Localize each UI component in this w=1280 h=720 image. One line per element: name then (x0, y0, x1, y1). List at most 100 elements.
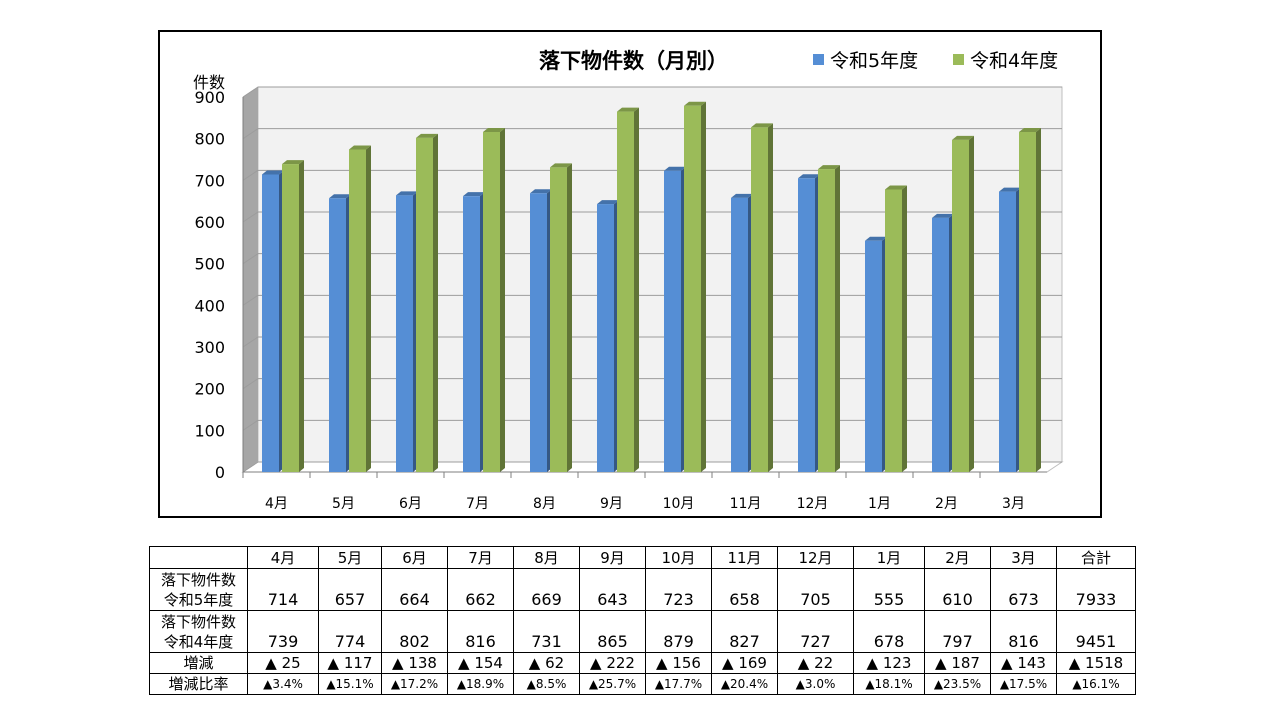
table-cell: 802 (381, 610, 448, 653)
table-column-header: 6月 (381, 546, 448, 569)
chart-frame: 0 100 200 300 400 500 600 700 800 900 4月 5月 6月 7月 8月 9… (158, 30, 1102, 518)
bar-reiwa5 (731, 193, 753, 473)
table-column-header: 11月 (711, 546, 778, 569)
table-cell: ▲ 117 (318, 652, 382, 674)
table-cell: ▲17.7% (645, 673, 712, 695)
x-category-label: 4月 (265, 496, 288, 512)
table-corner-cell (149, 546, 248, 569)
bar-reiwa5 (597, 200, 619, 473)
bar-reiwa5 (262, 170, 284, 472)
table-cell: 669 (513, 568, 580, 611)
table-column-header: 合計 (1056, 546, 1136, 569)
table-column-header: 1月 (853, 546, 925, 569)
bar-reiwa5 (329, 194, 351, 472)
row-label-line: 落下物件数 (160, 570, 236, 589)
y-tick-label: 400 (194, 296, 225, 315)
y-tick-label: 100 (194, 421, 225, 440)
x-category-label: 12月 (797, 496, 829, 512)
bar-reiwa5 (664, 166, 686, 472)
table-cell: 662 (447, 568, 514, 611)
table-column-header: 3月 (990, 546, 1057, 569)
bar-reiwa5 (865, 236, 887, 472)
table-cell: 739 (247, 610, 319, 653)
table-cell: ▲ 1518 (1056, 652, 1136, 674)
table-cell: ▲3.4% (247, 673, 319, 695)
x-category-label: 8月 (533, 496, 556, 512)
table-column-header: 9月 (579, 546, 646, 569)
table-cell: 705 (777, 568, 854, 611)
y-tick-label: 700 (194, 171, 225, 190)
table-cell: 9451 (1056, 610, 1136, 653)
x-category-label: 7月 (466, 496, 489, 512)
table-cell: 816 (447, 610, 514, 653)
table-cell: ▲17.5% (990, 673, 1057, 695)
table-cell: 727 (777, 610, 854, 653)
table-cell: 879 (645, 610, 712, 653)
x-category-label: 3月 (1002, 496, 1025, 512)
bar-reiwa5 (530, 189, 552, 472)
table-column-header: 4月 (247, 546, 319, 569)
bar-reiwa5 (463, 192, 485, 472)
x-category-label: 10月 (663, 496, 695, 512)
table-cell: 555 (853, 568, 925, 611)
table-cell: 658 (711, 568, 778, 611)
table-cell: ▲ 25 (247, 652, 319, 674)
y-tick-label: 300 (194, 338, 225, 357)
table-cell: 714 (247, 568, 319, 611)
table-cell: ▲ 143 (990, 652, 1057, 674)
table-cell: 865 (579, 610, 646, 653)
table-column-header: 8月 (513, 546, 580, 569)
table-cell: ▲20.4% (711, 673, 778, 695)
table-row-label: 増減 (149, 652, 248, 674)
table-row-label: 落下物件数 令和4年度 (149, 610, 248, 653)
legend-entry: 令和4年度 (970, 50, 1058, 72)
table-cell: 643 (579, 568, 646, 611)
table-row-label: 増減比率 (149, 673, 248, 695)
table-column-header: 7月 (447, 546, 514, 569)
y-tick-label: 900 (194, 88, 225, 107)
x-category-label: 9月 (600, 496, 623, 512)
table-cell: ▲17.2% (381, 673, 448, 695)
table-cell: ▲18.1% (853, 673, 925, 695)
table-cell: ▲ 123 (853, 652, 925, 674)
bar-reiwa4 (751, 123, 773, 473)
y-tick-label: 0 (215, 463, 225, 482)
y-tick-label: 200 (194, 380, 225, 399)
table-row: 増減 ▲ 25 ▲ 117 ▲ 138 ▲ 154 ▲ 62 ▲ 222 ▲ 156 ▲ 169… (149, 652, 1136, 674)
table-row: 落下物件数 令和5年度 714 657 664 662 669 643 723 658 705 555… (149, 568, 1136, 611)
table-cell: ▲ 187 (924, 652, 991, 674)
x-category-label: 5月 (332, 496, 355, 512)
y-tick-label: 500 (194, 255, 225, 274)
table-cell: ▲ 154 (447, 652, 514, 674)
bar-reiwa4 (416, 133, 438, 472)
table-cell: ▲ 156 (645, 652, 712, 674)
bar-reiwa4 (617, 107, 639, 472)
x-category-label: 6月 (399, 496, 422, 512)
x-category-label: 1月 (868, 496, 891, 512)
table-cell: ▲ 138 (381, 652, 448, 674)
legend-entry: 令和5年度 (830, 50, 918, 72)
row-label-line: 増減比率 (168, 675, 229, 693)
table-cell: ▲25.7% (579, 673, 646, 695)
table-cell: ▲15.1% (318, 673, 382, 695)
table-cell: ▲ 169 (711, 652, 778, 674)
table-cell: ▲3.0% (777, 673, 854, 695)
table-column-header: 10月 (645, 546, 712, 569)
legend: 令和5年度 令和4年度 (813, 50, 1058, 72)
bar-reiwa5 (932, 213, 954, 473)
table-cell: 827 (711, 610, 778, 653)
table-cell: ▲ 222 (579, 652, 646, 674)
legend-swatch (813, 54, 824, 65)
bar-reiwa4 (818, 165, 840, 473)
table-header-row: 4月 5月 6月 7月 8月 9月 10月 11月 12月 1月 2月 3月 合計 (149, 546, 1136, 569)
data-table: 4月 5月 6月 7月 8月 9月 10月 11月 12月 1月 2月 3月 合計 落下物件数 令和5年度… (149, 546, 1136, 695)
bar-reiwa4 (282, 160, 304, 473)
legend-swatch (953, 54, 964, 65)
bar-reiwa4 (885, 185, 907, 472)
table-cell: 664 (381, 568, 448, 611)
table-row: 増減比率 ▲3.4% ▲15.1% ▲17.2% ▲18.9% ▲8.5% ▲25.7% ▲1… (149, 673, 1136, 695)
table-cell: ▲ 22 (777, 652, 854, 674)
table-column-header: 5月 (318, 546, 382, 569)
table-row-label: 落下物件数 令和5年度 (149, 568, 248, 611)
table-cell: 7933 (1056, 568, 1136, 611)
